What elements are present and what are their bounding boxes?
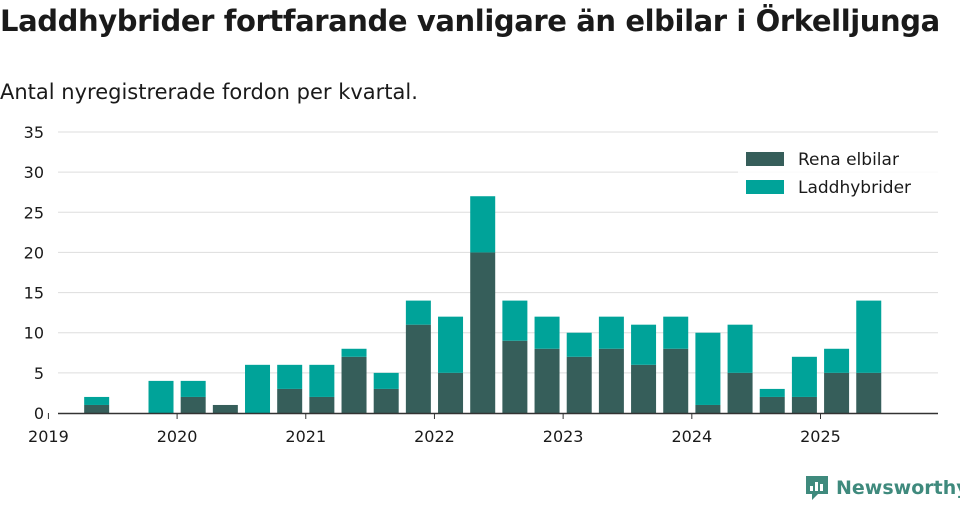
- bar-rena-elbilar: [309, 396, 335, 413]
- bar-laddhybrider: [856, 300, 882, 373]
- bar-laddhybrider: [373, 372, 399, 389]
- brand-name: Newsworthy: [836, 477, 960, 499]
- bar-laddhybrider: [791, 356, 817, 397]
- bar-laddhybrider: [502, 300, 528, 341]
- bar-rena-elbilar: [84, 404, 110, 413]
- y-tick-label: 25: [24, 203, 44, 222]
- y-tick-label: 10: [24, 324, 44, 343]
- legend-label-laddhybrider: Laddhybrider: [798, 178, 911, 198]
- legend-label-rena-elbilar: Rena elbilar: [798, 150, 899, 170]
- bar-rena-elbilar: [438, 372, 464, 413]
- legend-swatch-laddhybrider: [746, 180, 784, 194]
- bar-rena-elbilar: [663, 348, 689, 413]
- bar-rena-elbilar: [277, 388, 303, 413]
- bar-laddhybrider: [470, 196, 496, 253]
- bar-rena-elbilar: [534, 348, 560, 413]
- y-tick-label: 20: [24, 243, 44, 262]
- bar-rena-elbilar: [470, 252, 496, 413]
- newsworthy-logo: Newsworthy: [804, 474, 960, 502]
- bar-laddhybrider: [245, 364, 271, 413]
- bar-laddhybrider: [277, 364, 303, 389]
- bar-laddhybrider: [405, 300, 431, 325]
- newsworthy-icon: [806, 476, 828, 500]
- bar-laddhybrider: [824, 348, 850, 373]
- bar-laddhybrider: [759, 388, 785, 397]
- bar-rena-elbilar: [502, 340, 528, 413]
- x-tick-label: 2019: [28, 427, 69, 446]
- bar-rena-elbilar: [791, 396, 817, 413]
- bar-rena-elbilar: [727, 372, 753, 413]
- bar-laddhybrider: [727, 324, 753, 373]
- x-tick-label: 2025: [800, 427, 841, 446]
- chart-title: Laddhybrider fortfarande vanligare än el…: [0, 4, 940, 38]
- bar-rena-elbilar: [598, 348, 624, 413]
- x-tick-label: 2020: [157, 427, 198, 446]
- bar-rena-elbilar: [856, 372, 882, 413]
- x-tick-label: 2022: [414, 427, 455, 446]
- bar-laddhybrider: [309, 364, 335, 397]
- x-tick-label: 2024: [671, 427, 712, 446]
- y-tick-label: 0: [34, 404, 44, 423]
- bar-rena-elbilar: [405, 324, 431, 413]
- bar-rena-elbilar: [631, 364, 657, 413]
- bar-rena-elbilar: [212, 404, 238, 413]
- bar-laddhybrider: [534, 316, 560, 349]
- bar-rena-elbilar: [566, 356, 592, 413]
- y-tick-label: 35: [24, 123, 44, 142]
- bar-rena-elbilar: [180, 396, 206, 413]
- y-tick-label: 30: [24, 163, 44, 182]
- bar-laddhybrider: [180, 380, 206, 397]
- bar-laddhybrider: [695, 332, 721, 405]
- x-tick-label: 2021: [285, 427, 326, 446]
- bars: [84, 196, 882, 413]
- bar-laddhybrider: [598, 316, 624, 349]
- x-tick-label: 2023: [543, 427, 584, 446]
- bar-laddhybrider: [631, 324, 657, 365]
- bar-rena-elbilar: [824, 372, 850, 413]
- bar-rena-elbilar: [759, 396, 785, 413]
- bar-laddhybrider: [663, 316, 689, 349]
- bar-laddhybrider: [566, 332, 592, 357]
- bar-laddhybrider: [84, 396, 110, 405]
- legend: Rena elbilar Laddhybrider: [738, 144, 938, 208]
- bar-laddhybrider: [438, 316, 464, 373]
- bar-rena-elbilar: [695, 404, 721, 413]
- bar-rena-elbilar: [373, 388, 399, 413]
- bar-rena-elbilar: [341, 356, 367, 413]
- chart-subtitle: Antal nyregistrerade fordon per kvartal.: [0, 80, 418, 104]
- x-axis: 2019 2020 2021 2022 2023 2024 2025: [28, 412, 938, 446]
- y-axis: 0 5 10 15 20 25 30 35: [24, 123, 44, 423]
- y-tick-label: 15: [24, 284, 44, 303]
- y-tick-label: 5: [34, 364, 44, 383]
- bar-laddhybrider: [341, 348, 367, 357]
- legend-swatch-rena-elbilar: [746, 152, 784, 166]
- bar-laddhybrider: [148, 380, 174, 413]
